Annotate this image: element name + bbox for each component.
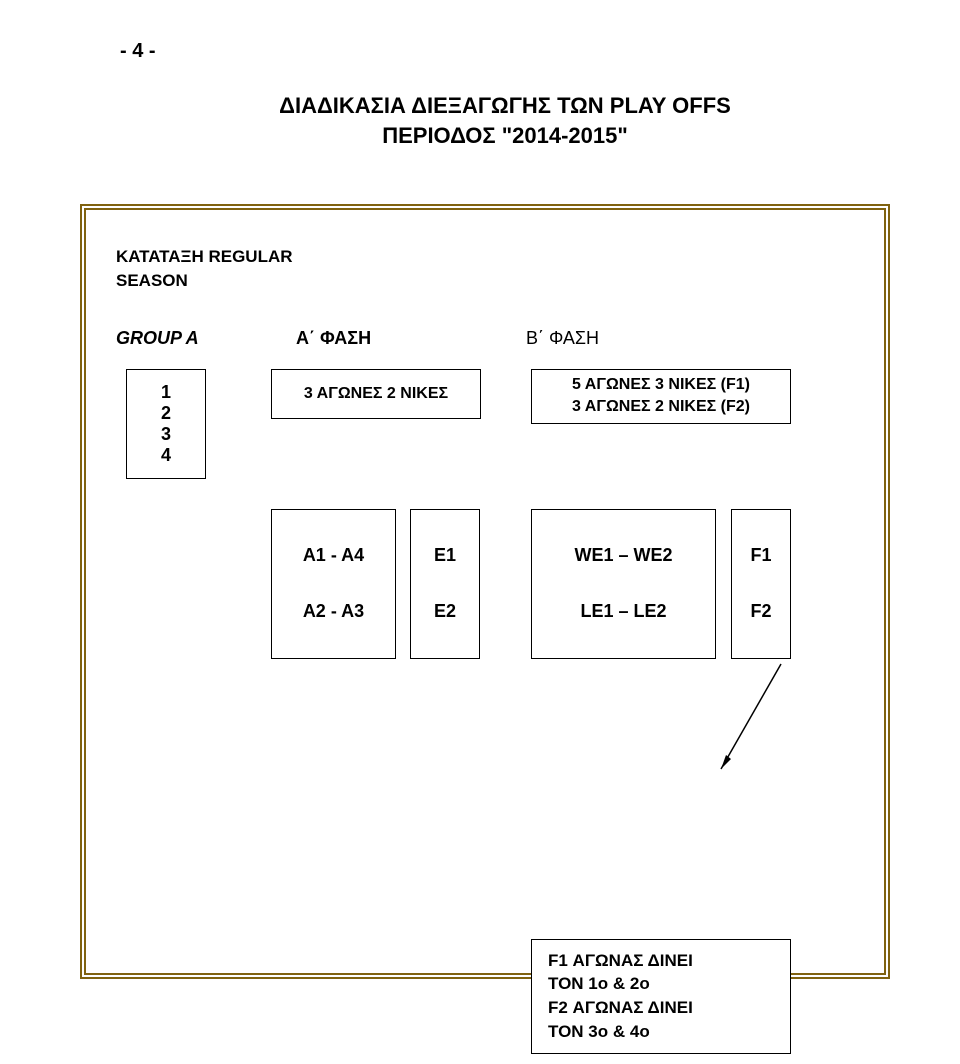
page: - 4 - ΔΙΑΔΙΚΑΣΙΑ ΔΙΕΞΑΓΩΓΗΣ ΤΩΝ PLAY OFF… (0, 0, 960, 1064)
final-code-box: F1 F2 (731, 509, 791, 659)
standings-header-line-1: ΚΑΤΑΤΑΞΗ REGULAR (116, 245, 854, 269)
standings-header-line-2: SEASON (116, 269, 854, 293)
final-f2: F2 (750, 601, 771, 622)
series-code-box: E1 E2 (410, 509, 480, 659)
page-number: - 4 - (120, 40, 890, 63)
row-result: F1 ΑΓΩΝΑΣ ΔΙΝΕΙ ΤΟΝ 1ο & 2ο F2 ΑΓΩΝΑΣ ΔΙ… (116, 684, 854, 824)
series-e1: E1 (434, 545, 456, 566)
result-line-1: F1 ΑΓΩΝΑΣ ΔΙΝΕΙ (548, 949, 774, 973)
row-matchups: A1 - A4 A2 - A3 E1 E2 WE1 – WE2 LE1 – LE… (116, 509, 854, 684)
phase-b-matchups-box: WE1 – WE2 LE1 – LE2 (531, 509, 716, 659)
title-line-1: ΔΙΑΔΙΚΑΣΙΑ ΔΙΕΞΑΓΩΓΗΣ ΤΩΝ PLAY OFFS (120, 93, 890, 119)
seed-4: 4 (161, 445, 171, 466)
row-rules: 1 2 3 4 3 ΑΓΩΝΕΣ 2 ΝΙΚΕΣ 5 ΑΓΩΝΕΣ 3 ΝΙΚΕ… (116, 369, 854, 484)
title-line-2: ΠΕΡΙΟΔΟΣ "2014-2015" (120, 123, 890, 149)
result-line-4: ΤΟΝ 3ο & 4ο (548, 1020, 774, 1044)
final-f1: F1 (750, 545, 771, 566)
result-line-2: ΤΟΝ 1ο & 2ο (548, 972, 774, 996)
standings-header: ΚΑΤΑΤΑΞΗ REGULAR SEASON (116, 245, 854, 293)
phase-a-rule: 3 ΑΓΩΝΕΣ 2 ΝΙΚΕΣ (304, 385, 448, 403)
phase-a-label: Α΄ ΦΑΣΗ (296, 328, 526, 349)
phase-header-row: GROUP A Α΄ ΦΑΣΗ Β΄ ΦΑΣΗ (116, 328, 854, 349)
phase-b-rule-line-2: 3 ΑΓΩΝΕΣ 2 ΝΙΚΕΣ (F2) (572, 396, 750, 418)
title-block: ΔΙΑΔΙΚΑΣΙΑ ΔΙΕΞΑΓΩΓΗΣ ΤΩΝ PLAY OFFS ΠΕΡΙ… (120, 93, 890, 149)
matchup-we: WE1 – WE2 (574, 545, 672, 566)
phase-b-label: Β΄ ΦΑΣΗ (526, 328, 599, 349)
seed-1: 1 (161, 382, 171, 403)
matchup-le: LE1 – LE2 (580, 601, 666, 622)
bracket-frame: ΚΑΤΑΤΑΞΗ REGULAR SEASON GROUP A Α΄ ΦΑΣΗ … (80, 204, 890, 979)
group-label: GROUP A (116, 328, 296, 349)
phase-b-rule-box: 5 ΑΓΩΝΕΣ 3 ΝΙΚΕΣ (F1) 3 ΑΓΩΝΕΣ 2 ΝΙΚΕΣ (… (531, 369, 791, 424)
series-e2: E2 (434, 601, 456, 622)
seed-3: 3 (161, 424, 171, 445)
pairing-2: A2 - A3 (303, 601, 364, 622)
seed-2: 2 (161, 403, 171, 424)
result-line-3: F2 ΑΓΩΝΑΣ ΔΙΝΕΙ (548, 996, 774, 1020)
result-box: F1 ΑΓΩΝΑΣ ΔΙΝΕΙ ΤΟΝ 1ο & 2ο F2 ΑΓΩΝΑΣ ΔΙ… (531, 939, 791, 1054)
phase-b-rule-line-1: 5 ΑΓΩΝΕΣ 3 ΝΙΚΕΣ (F1) (572, 374, 750, 396)
pairings-box: A1 - A4 A2 - A3 (271, 509, 396, 659)
pairing-1: A1 - A4 (303, 545, 364, 566)
phase-a-rule-box: 3 ΑΓΩΝΕΣ 2 ΝΙΚΕΣ (271, 369, 481, 419)
seed-box: 1 2 3 4 (126, 369, 206, 479)
